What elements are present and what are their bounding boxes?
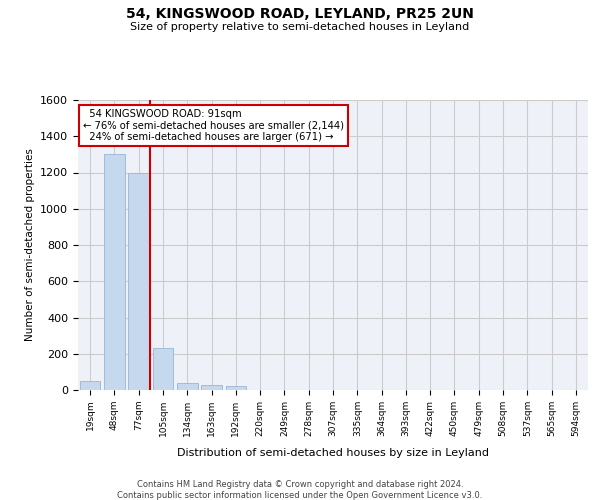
Text: Contains HM Land Registry data © Crown copyright and database right 2024.: Contains HM Land Registry data © Crown c…	[137, 480, 463, 489]
Y-axis label: Number of semi-detached properties: Number of semi-detached properties	[25, 148, 35, 342]
Bar	[152, 348, 173, 390]
Bar	[80, 381, 100, 390]
Text: Contains public sector information licensed under the Open Government Licence v3: Contains public sector information licen…	[118, 491, 482, 500]
Bar	[226, 386, 246, 390]
Bar	[177, 383, 197, 390]
Text: 54 KINGSWOOD ROAD: 91sqm
← 76% of semi-detached houses are smaller (2,144)
  24%: 54 KINGSWOOD ROAD: 91sqm ← 76% of semi-d…	[83, 108, 344, 142]
Text: Size of property relative to semi-detached houses in Leyland: Size of property relative to semi-detach…	[130, 22, 470, 32]
Bar	[128, 172, 149, 390]
Bar	[104, 154, 125, 390]
Text: 54, KINGSWOOD ROAD, LEYLAND, PR25 2UN: 54, KINGSWOOD ROAD, LEYLAND, PR25 2UN	[126, 8, 474, 22]
Text: Distribution of semi-detached houses by size in Leyland: Distribution of semi-detached houses by …	[177, 448, 489, 458]
Bar	[201, 386, 222, 390]
